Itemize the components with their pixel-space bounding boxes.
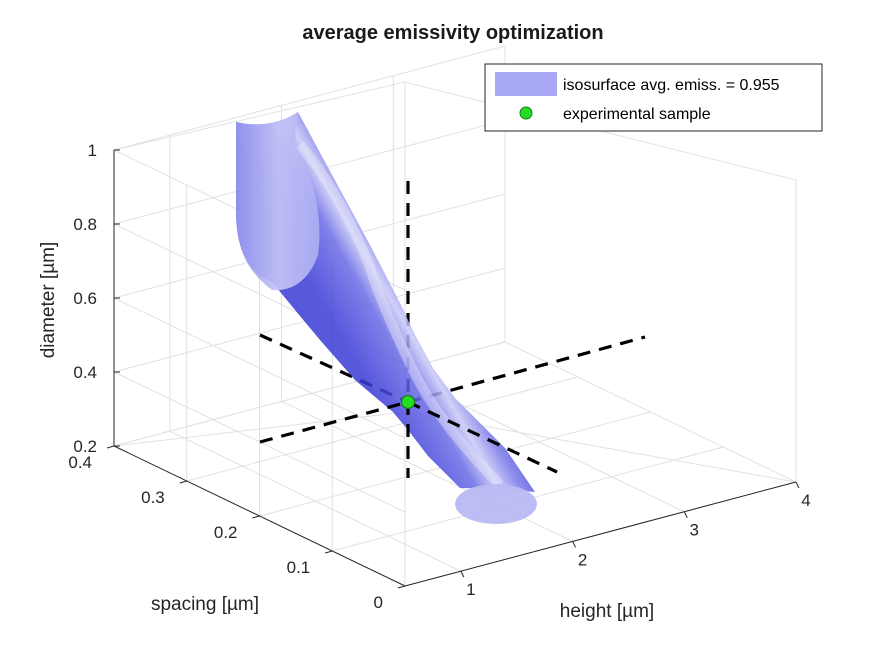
x-tick-mark: [572, 541, 577, 548]
y-tick-label: 0.4: [68, 453, 92, 472]
reference-lines-front: [259, 400, 558, 478]
chart-title: average emissivity optimization: [302, 22, 603, 44]
y-tick-mark: [106, 445, 115, 449]
spacing-reference-line-front: [407, 400, 558, 474]
y-tick-mark: [397, 585, 406, 589]
isosurface-highlight: [296, 141, 504, 489]
x-tick-label: 3: [690, 521, 699, 540]
x-axis-label: height [µm]: [560, 601, 654, 622]
z-tick-label: 1: [88, 141, 97, 160]
y-tick-label: 0: [374, 593, 383, 612]
y-tick-mark: [252, 515, 260, 519]
legend-label-sample: experimental sample: [563, 106, 711, 123]
legend-marker-sample: [519, 106, 533, 120]
height-reference-line-back: [407, 335, 646, 404]
isosurface-top-cap: [236, 112, 320, 291]
isosurface: [236, 112, 537, 524]
y-axis-label: spacing [µm]: [151, 594, 259, 615]
experimental-sample-marker: [400, 394, 416, 410]
y-tick-label: 0.3: [141, 488, 165, 507]
z-axis-label: diameter [µm]: [38, 242, 59, 359]
legend: isosurface avg. emiss. = 0.955 experimen…: [484, 63, 823, 132]
isosurface-bottom-cap: [455, 484, 537, 524]
legend-swatch-isosurface: [495, 72, 557, 96]
y-tick-mark: [179, 480, 187, 484]
x-tick-label: 1: [466, 580, 475, 599]
x-tick-mark: [683, 511, 688, 518]
x-tick-mark: [795, 481, 800, 489]
x-tick-label: 4: [801, 491, 810, 510]
x-tick-label: 2: [578, 550, 587, 569]
height-axis-line: [404, 481, 797, 587]
height-reference-line-front: [259, 400, 409, 444]
y-tick-mark: [325, 550, 333, 554]
legend-label-isosurface: isosurface avg. emiss. = 0.955: [563, 77, 780, 94]
z-tick-label: 0.4: [73, 363, 97, 382]
gridline-y: [186, 376, 578, 482]
y-tick-label: 0.1: [287, 558, 311, 577]
z-tick-label: 0.8: [73, 215, 97, 234]
z-tick-label: 0.2: [73, 437, 97, 456]
y-tick-label: 0.2: [214, 523, 238, 542]
z-tick-label: 0.6: [73, 289, 97, 308]
x-tick-mark: [460, 570, 465, 578]
